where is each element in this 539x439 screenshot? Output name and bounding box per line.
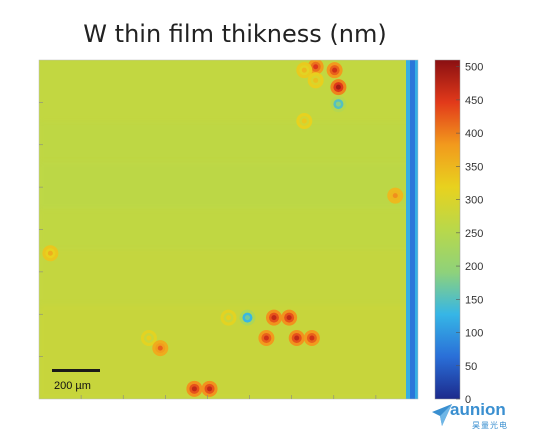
heatmap-spot bbox=[265, 309, 282, 326]
heatmap-spot bbox=[186, 380, 203, 397]
scale-bar: 200 µm bbox=[52, 369, 100, 392]
chart-title: W thin film thikness (nm) bbox=[83, 20, 387, 48]
colorbar-tick-label: 100 bbox=[465, 328, 483, 340]
heatmap-band bbox=[39, 121, 418, 162]
heatmap-band bbox=[39, 161, 418, 210]
aunion-logo: aunion 昊量光电 bbox=[430, 400, 535, 434]
heatmap-spot bbox=[303, 329, 320, 346]
colorbar-gradient bbox=[434, 59, 461, 400]
heatmap-edge-strip-inner bbox=[410, 60, 415, 399]
colorbar: 0 50 100 150 200 250 300 350 400 450 500 bbox=[434, 59, 483, 406]
colorbar-tick-label: 0 bbox=[465, 394, 471, 406]
colorbar-tick-label: 500 bbox=[465, 62, 483, 74]
colorbar-tick-label: 50 bbox=[465, 361, 477, 373]
heatmap-spot bbox=[326, 62, 343, 79]
heatmap-spot bbox=[296, 113, 313, 130]
colorbar-tick-label: 200 bbox=[465, 261, 483, 273]
heatmap-spot bbox=[387, 187, 404, 204]
heatmap-area bbox=[39, 60, 418, 399]
colorbar-tick-label: 450 bbox=[465, 95, 483, 107]
colorbar-tick-label: 300 bbox=[465, 195, 483, 207]
paper-plane-icon bbox=[432, 404, 452, 426]
heatmap-spot bbox=[220, 309, 237, 326]
heatmap-band bbox=[39, 60, 418, 122]
logo-text: aunion bbox=[450, 400, 506, 419]
heatmap-spot bbox=[42, 245, 59, 262]
colorbar-tick-label: 400 bbox=[465, 128, 483, 140]
heatmap-spot bbox=[330, 96, 347, 113]
heatmap-spot bbox=[330, 79, 347, 96]
heatmap-spot bbox=[258, 329, 275, 346]
heatmap-spot bbox=[288, 329, 305, 346]
heatmap-spot bbox=[281, 309, 298, 326]
colorbar-tick-label: 150 bbox=[465, 294, 483, 306]
scale-bar-label: 200 µm bbox=[54, 380, 91, 392]
heatmap-spot bbox=[201, 380, 218, 397]
colorbar-tick-label: 350 bbox=[465, 161, 483, 173]
heatmap-spot bbox=[296, 62, 313, 79]
logo-subtext: 昊量光电 bbox=[472, 421, 508, 430]
heatmap-spot bbox=[140, 329, 157, 346]
heatmap-spot bbox=[307, 72, 324, 89]
heatmap-band bbox=[39, 249, 418, 305]
heatmap-band bbox=[39, 209, 418, 250]
scale-bar-line bbox=[52, 369, 100, 372]
heatmap-spot bbox=[152, 340, 169, 357]
colorbar-tick-label: 250 bbox=[465, 228, 483, 240]
heatmap-spot bbox=[239, 309, 256, 326]
